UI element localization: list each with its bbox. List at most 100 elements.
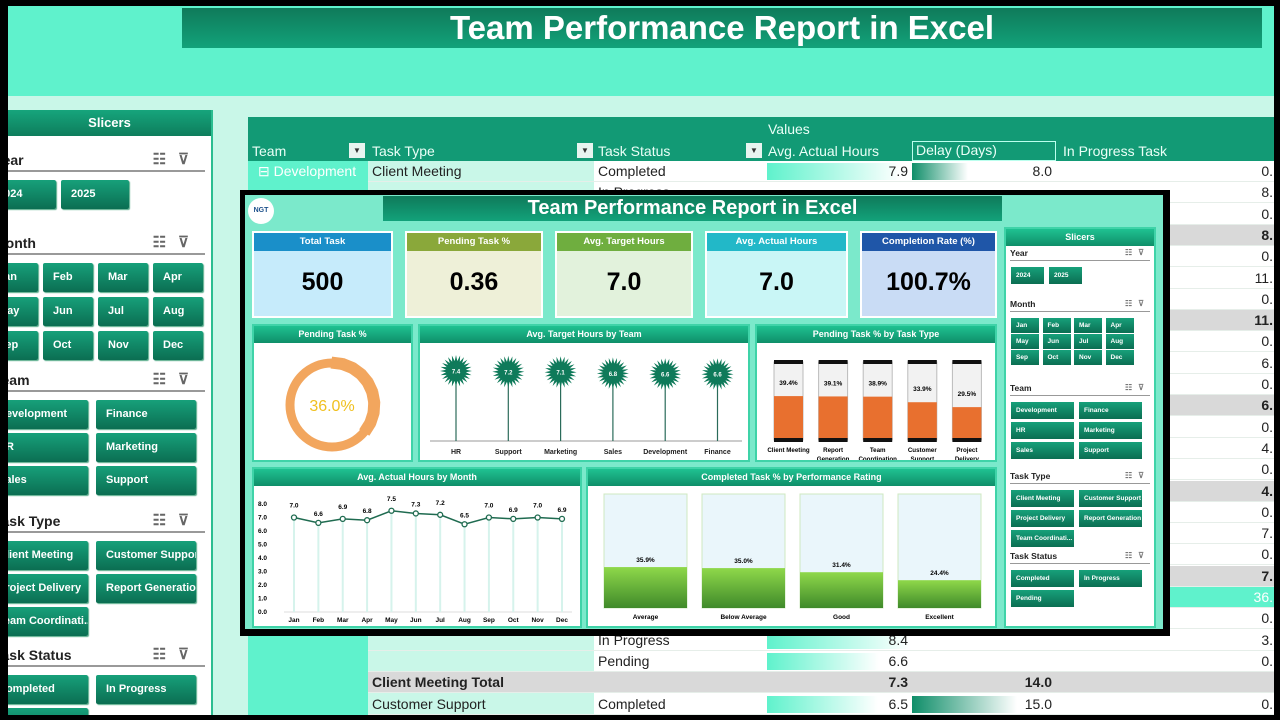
slicer-item-aug[interactable]: Aug [153, 297, 203, 326]
slicer-item-finance[interactable]: Finance [1079, 402, 1142, 419]
values-label: Values [768, 121, 810, 137]
slicer-item-jun[interactable]: Jun [1042, 334, 1071, 349]
multi-select-icon[interactable]: ☷ [1124, 383, 1139, 392]
slicer-item-jan[interactable]: Jan [8, 263, 38, 292]
target-by-team-panel: Avg. Target Hours by Team 7.4 HR 7.2 Suppor… [418, 324, 750, 462]
slicer-item-in-progress[interactable]: In Progress [96, 675, 196, 704]
slicer-item-mar[interactable]: Mar [1074, 318, 1102, 333]
slicer-item-pending[interactable]: Pending [1011, 590, 1074, 607]
multi-select-icon[interactable]: ☷ [152, 234, 179, 251]
clear-filter-icon[interactable]: ⊽ [1138, 248, 1150, 257]
kpi-value: 0.36 [449, 268, 499, 296]
slicer-item-development[interactable]: Development [1011, 402, 1074, 419]
tube-fill [774, 396, 803, 440]
slicer-item-feb[interactable]: Feb [1042, 318, 1071, 333]
slicer-item-aug[interactable]: Aug [1105, 334, 1134, 349]
data-label: 6.9 [338, 504, 347, 511]
panel-title: Pending Task % by Task Type [757, 326, 995, 343]
slicer-item-apr[interactable]: Apr [153, 263, 203, 292]
slicer-item-sep[interactable]: Sep [8, 331, 38, 360]
slicer-item-mar[interactable]: Mar [98, 263, 148, 292]
slicer-item-2024[interactable]: 2024 [1011, 267, 1044, 284]
slicer-item-apr[interactable]: Apr [1105, 318, 1134, 333]
slicer-item-completed[interactable]: Completed [8, 675, 88, 704]
slicer-item-may[interactable]: May [1011, 334, 1039, 349]
clear-filter-icon[interactable]: ⊽ [1138, 299, 1150, 308]
clear-filter-icon[interactable]: ⊽ [1138, 471, 1150, 480]
slicer-item-oct[interactable]: Oct [1042, 350, 1071, 365]
multi-select-icon[interactable]: ☷ [1124, 551, 1139, 560]
data-label: 24.4% [930, 570, 949, 577]
slicer-title-text: Year [8, 152, 24, 168]
slicer-item-report-generation[interactable]: Report Generation [1079, 510, 1142, 527]
slicer-item-team-coordinati[interactable]: Team Coordinati... [1011, 530, 1074, 547]
slicer-item-team-coordinati[interactable]: Team Coordinati... [8, 607, 88, 636]
multi-select-icon[interactable]: ☷ [1124, 248, 1139, 257]
slicer-item-nov[interactable]: Nov [98, 331, 148, 360]
task-type-cell[interactable]: Client Meeting [372, 163, 462, 179]
slicer-item-marketing[interactable]: Marketing [1079, 422, 1142, 439]
team-cell[interactable]: ⊟ Development [258, 163, 357, 179]
slicer-item-client-meeting[interactable]: Client Meeting [8, 541, 88, 570]
clear-filter-icon[interactable]: ⊽ [178, 234, 201, 251]
multi-select-icon[interactable]: ☷ [152, 512, 179, 529]
clear-filter-icon[interactable]: ⊽ [178, 371, 201, 388]
in-progress-value: 0. [1261, 503, 1273, 520]
slicer-item-sep[interactable]: Sep [1011, 350, 1039, 365]
filter-dropdown-icon[interactable]: ▼ [577, 143, 593, 158]
clear-filter-icon[interactable]: ⊽ [178, 646, 201, 663]
multi-select-icon[interactable]: ☷ [152, 646, 179, 663]
slicer-item-customer-support[interactable]: Customer Support [1079, 490, 1142, 507]
slicer-item-project-delivery[interactable]: Project Delivery [8, 574, 88, 603]
slicer-item-hr[interactable]: HR [1011, 422, 1074, 439]
clear-filter-icon[interactable]: ⊽ [1138, 383, 1150, 392]
task-type-cell[interactable]: Customer Support [372, 695, 486, 712]
slicer-item-marketing[interactable]: Marketing [96, 433, 196, 462]
slicer-item-project-delivery[interactable]: Project Delivery [1011, 510, 1074, 527]
table-row: Pending 6.6 [368, 651, 1275, 672]
slicer-team: Team ☷⊽ [1010, 383, 1150, 396]
slicer-item-dec[interactable]: Dec [153, 331, 203, 360]
slicer-item-nov[interactable]: Nov [1074, 350, 1102, 365]
task-type-cell[interactable]: Client Meeting Total [372, 674, 504, 691]
category-label: Project [956, 447, 977, 454]
filter-dropdown-icon[interactable]: ▼ [349, 143, 365, 158]
slicer-item-2025[interactable]: 2025 [61, 180, 129, 209]
lollipop-head [596, 357, 629, 390]
slicer-item-may[interactable]: May [8, 297, 38, 326]
slicer-item-support[interactable]: Support [1079, 442, 1142, 459]
multi-select-icon[interactable]: ☷ [152, 151, 179, 168]
multi-select-icon[interactable]: ☷ [152, 371, 179, 388]
slicer-item-report-generation[interactable]: Report Generation [96, 574, 196, 603]
tube-cap [863, 438, 893, 442]
clear-filter-icon[interactable]: ⊽ [178, 512, 201, 529]
slicer-item-jul[interactable]: Jul [1074, 334, 1102, 349]
slicer-item-hr[interactable]: HR [8, 433, 88, 462]
slicer-item-sales[interactable]: Sales [8, 466, 88, 495]
slicer-item-development[interactable]: Development [8, 400, 88, 429]
tube-fill [907, 402, 937, 440]
clear-filter-icon[interactable]: ⊽ [178, 151, 201, 168]
kpi-value: 7.0 [606, 268, 642, 296]
slicer-item-client-meeting[interactable]: Client Meeting [1011, 490, 1074, 507]
slicer-item-2024[interactable]: 2024 [8, 180, 56, 209]
clear-filter-icon[interactable]: ⊽ [1138, 551, 1150, 560]
slicer-item-jan[interactable]: Jan [1011, 318, 1039, 333]
data-label: 6.6 [661, 373, 670, 379]
slicer-item-support[interactable]: Support [96, 466, 196, 495]
slicer-item-oct[interactable]: Oct [43, 331, 93, 360]
slicer-item-completed[interactable]: Completed [1011, 570, 1074, 587]
multi-select-icon[interactable]: ☷ [1124, 471, 1139, 480]
lollipop-head [649, 358, 682, 391]
filter-dropdown-icon[interactable]: ▼ [746, 143, 762, 158]
slicer-item-sales[interactable]: Sales [1011, 442, 1074, 459]
slicer-item-jul[interactable]: Jul [98, 297, 148, 326]
slicer-item-customer-support[interactable]: Customer Support [96, 541, 196, 570]
slicer-item-finance[interactable]: Finance [96, 400, 196, 429]
slicer-item-jun[interactable]: Jun [43, 297, 93, 326]
slicer-item-2025[interactable]: 2025 [1049, 267, 1082, 284]
slicer-item-dec[interactable]: Dec [1105, 350, 1134, 365]
slicer-item-in-progress[interactable]: In Progress [1079, 570, 1142, 587]
slicer-item-feb[interactable]: Feb [43, 263, 93, 292]
multi-select-icon[interactable]: ☷ [1124, 299, 1139, 308]
